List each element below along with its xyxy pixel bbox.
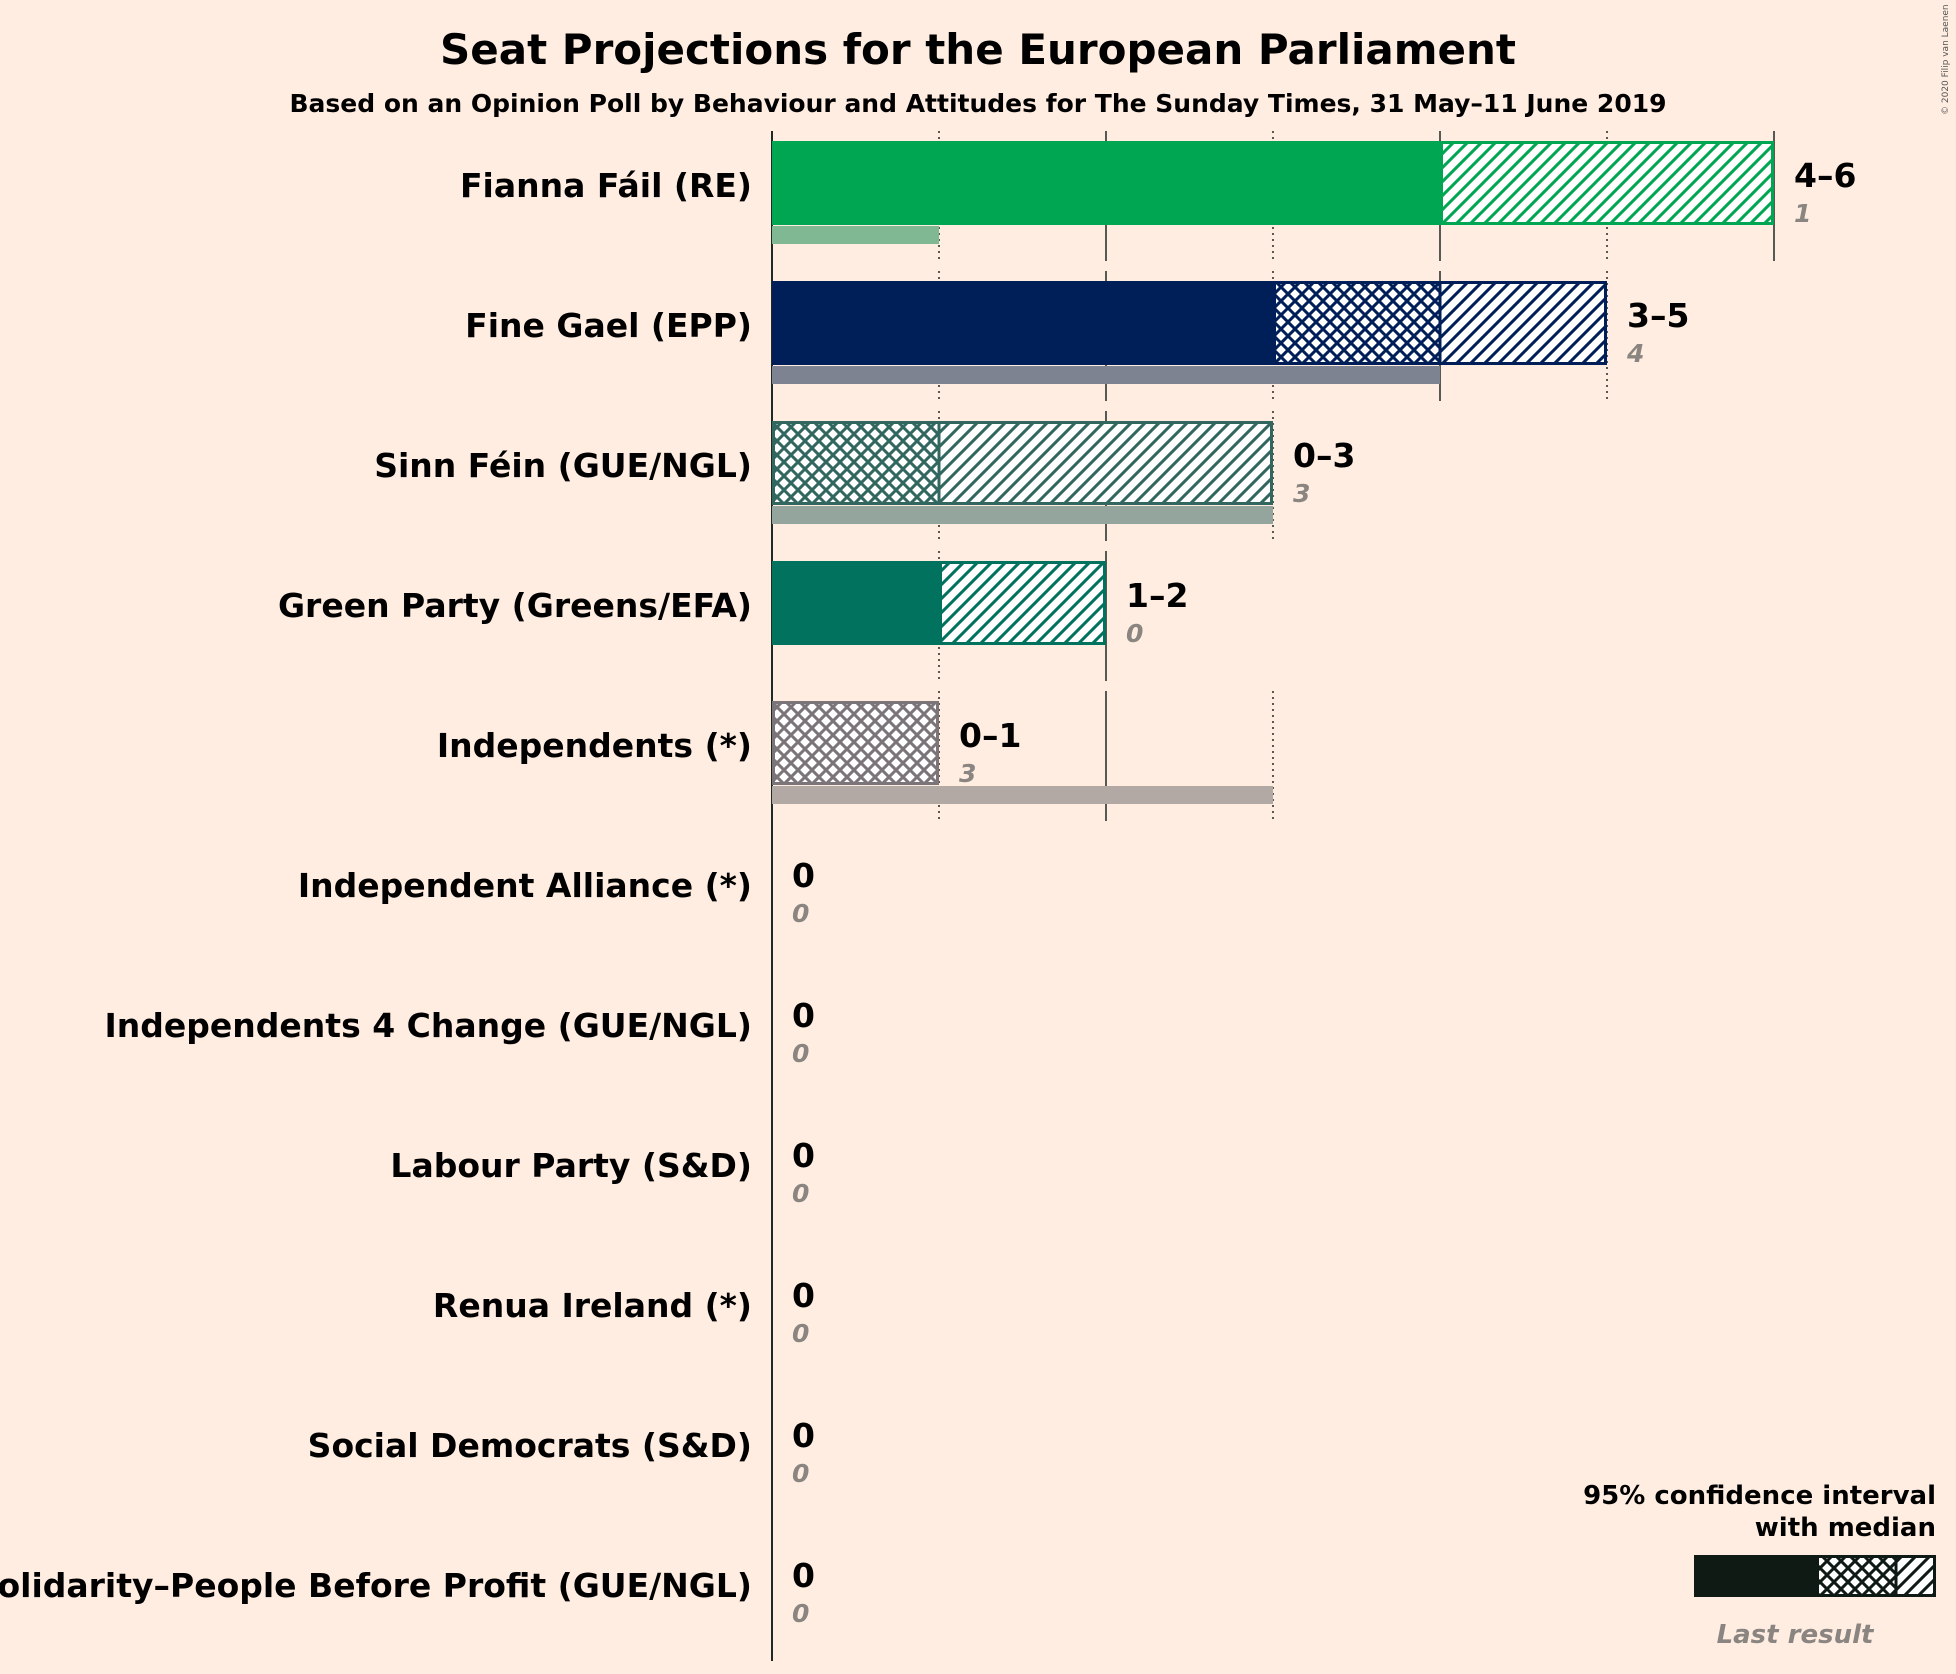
last-result-label: 0 <box>792 899 809 928</box>
last-result-label: 0 <box>792 1179 809 1208</box>
party-name: Solidarity–People Before Profit (GUE/NGL… <box>0 1566 752 1605</box>
legend-title-line2: with median <box>1755 1513 1936 1543</box>
party-row: Sinn Féin (GUE/NGL) 0–3 3 <box>374 421 1355 524</box>
bar-ci-outline <box>939 561 1106 645</box>
range-label: 0 <box>792 996 815 1035</box>
bar-upper-ci-segment <box>939 561 1106 645</box>
party-row: Labour Party (S&D) 0 0 <box>390 1136 815 1208</box>
range-label: 1–2 <box>1126 576 1188 615</box>
last-result-label: 1 <box>1794 199 1811 228</box>
party-name: Independent Alliance (*) <box>298 866 752 905</box>
party-row: Solidarity–People Before Profit (GUE/NGL… <box>0 1556 815 1628</box>
party-row: Fianna Fáil (RE) 4–6 1 <box>460 141 1856 244</box>
party-name: Renua Ireland (*) <box>433 1286 752 1325</box>
party-name: Labour Party (S&D) <box>390 1146 752 1185</box>
chart-subtitle: Based on an Opinion Poll by Behaviour an… <box>289 89 1666 118</box>
last-result-bar <box>772 366 1440 384</box>
legend-lower-ci-swatch <box>1816 1555 1896 1597</box>
copyright-notice: © 2020 Filip van Laenen <box>1941 4 1951 115</box>
party-row: Independents (*) 0–1 3 <box>437 701 1273 804</box>
bar-solid-segment <box>772 561 939 645</box>
party-row: Independent Alliance (*) 0 0 <box>298 856 815 928</box>
range-label: 4–6 <box>1794 156 1856 195</box>
last-result-label: 0 <box>792 1039 809 1068</box>
last-result-bar <box>772 226 939 244</box>
bar-lower-ci-segment <box>772 421 939 505</box>
party-name: Social Democrats (S&D) <box>308 1426 752 1465</box>
bar-upper-ci-segment <box>1440 281 1607 365</box>
party-row: Green Party (Greens/EFA) 1–2 0 <box>278 561 1188 648</box>
party-row: Independents 4 Change (GUE/NGL) 0 0 <box>105 996 815 1068</box>
bar-ci-outline <box>772 701 939 785</box>
bar-upper-ci-segment <box>939 421 1273 505</box>
last-result-label: 3 <box>1293 479 1310 508</box>
legend-last-result-label: Last result <box>1717 1620 1875 1650</box>
bar-lower-ci-segment <box>772 701 939 785</box>
party-name: Independents 4 Change (GUE/NGL) <box>105 1006 752 1045</box>
last-result-label: 0 <box>792 1459 809 1488</box>
legend-solid-swatch <box>1694 1555 1816 1597</box>
range-label: 0 <box>792 1276 815 1315</box>
range-label: 0–1 <box>959 716 1021 755</box>
range-label: 0 <box>792 1416 815 1455</box>
range-label: 0 <box>792 1556 815 1595</box>
range-label: 0–3 <box>1293 436 1355 475</box>
party-rows: Fianna Fáil (RE) 4–6 1 Fine Gael (EPP) 3–5 4 S… <box>0 141 1856 1628</box>
range-label: 3–5 <box>1627 296 1689 335</box>
range-label: 0 <box>792 856 815 895</box>
last-result-bar <box>772 786 1273 804</box>
bar-solid-segment <box>772 281 1273 365</box>
party-name: Fianna Fáil (RE) <box>460 166 752 205</box>
bar-ci-outline <box>1440 141 1774 225</box>
party-name: Fine Gael (EPP) <box>465 306 752 345</box>
party-name: Sinn Féin (GUE/NGL) <box>374 446 752 485</box>
chart-title: Seat Projections for the European Parlia… <box>440 25 1516 74</box>
legend-title-line1: 95% confidence interval <box>1583 1481 1936 1511</box>
last-result-label: 0 <box>792 1599 809 1628</box>
range-label: 0 <box>792 1136 815 1175</box>
legend-ci-outline <box>1816 1555 1936 1597</box>
last-result-label: 0 <box>1126 619 1143 648</box>
bar-lower-ci-segment <box>1273 281 1440 365</box>
last-result-label: 3 <box>959 759 976 788</box>
party-name: Green Party (Greens/EFA) <box>278 586 752 625</box>
party-name: Independents (*) <box>437 726 752 765</box>
legend-upper-ci-swatch <box>1896 1555 1936 1597</box>
last-result-bar <box>772 506 1273 524</box>
party-row: Social Democrats (S&D) 0 0 <box>308 1416 815 1488</box>
bar-ci-outline <box>772 421 1273 505</box>
bar-upper-ci-segment <box>1440 141 1774 225</box>
last-result-label: 4 <box>1626 339 1644 368</box>
last-result-label: 0 <box>792 1319 809 1348</box>
party-row: Fine Gael (EPP) 3–5 4 <box>465 281 1689 384</box>
party-row: Renua Ireland (*) 0 0 <box>433 1276 815 1348</box>
bar-solid-segment <box>772 141 1440 225</box>
legend: 95% confidence interval with median Last… <box>1583 1481 1936 1650</box>
